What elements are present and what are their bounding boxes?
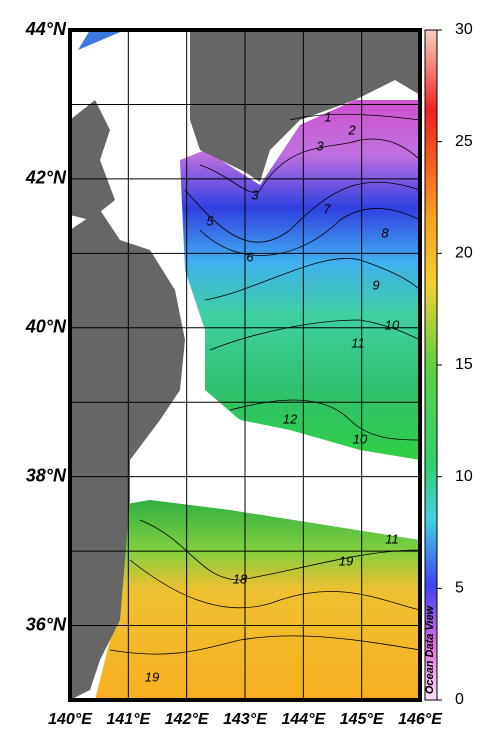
grid [70, 30, 420, 700]
colorbar-tick-label: 0 [455, 691, 464, 708]
lon-tick-label: 145°E [340, 711, 385, 728]
land-peninsula [70, 100, 115, 220]
colorbar-tick-label: 5 [455, 580, 464, 597]
contour-label: 3 [316, 138, 324, 153]
colorbar-tick-label: 25 [455, 133, 473, 150]
colorbar-tick-label: 20 [455, 245, 473, 262]
contour-label: 10 [353, 431, 368, 446]
lon-tick-label: 143°E [223, 711, 268, 728]
map-frame [68, 28, 422, 702]
southern-field [95, 500, 420, 700]
colorbar-tick-label: 30 [455, 21, 473, 38]
lat-tick-label: 36°N [26, 614, 67, 634]
lon-tick-label: 142°E [165, 711, 210, 728]
contour-label: 19 [145, 669, 159, 684]
contour-label: 9 [372, 277, 379, 292]
contour-label: 2 [347, 122, 356, 137]
contour-label: 3 [251, 187, 259, 202]
contour-label: 8 [381, 225, 389, 240]
contour-label: 7 [323, 201, 331, 216]
lon-tick-label: 141°E [106, 711, 151, 728]
lon-tick-label: 144°E [281, 711, 326, 728]
northern-field [180, 100, 420, 460]
contour-label: 12 [283, 411, 298, 426]
contour-label: 19 [339, 553, 353, 568]
lat-tick-label: 38°N [26, 465, 67, 485]
lon-tick-label: 146°E [398, 711, 443, 728]
contour-label: 11 [351, 335, 365, 350]
contour-label: 10 [385, 317, 400, 332]
lon-tick-label: 140°E [48, 711, 93, 728]
contour-label: 18 [233, 571, 248, 586]
contours [109, 113, 421, 655]
lat-tick-label: 42°N [25, 168, 67, 188]
contour-label: 1 [324, 109, 331, 124]
colorbar-tick-label: 15 [455, 356, 473, 373]
contour-label: 11 [385, 531, 399, 546]
corner-field [78, 30, 125, 50]
lat-tick-label: 40°N [25, 317, 67, 337]
colorbar-tick-label: 10 [455, 468, 473, 485]
contour-label: 6 [246, 249, 254, 264]
lat-tick-label: 44°N [25, 19, 67, 39]
colorbar [424, 29, 438, 701]
credit: Ocean Data View [424, 604, 436, 694]
land-hokkaido [165, 30, 420, 182]
land-honshu [70, 210, 185, 700]
contour-label: 5 [206, 213, 214, 228]
